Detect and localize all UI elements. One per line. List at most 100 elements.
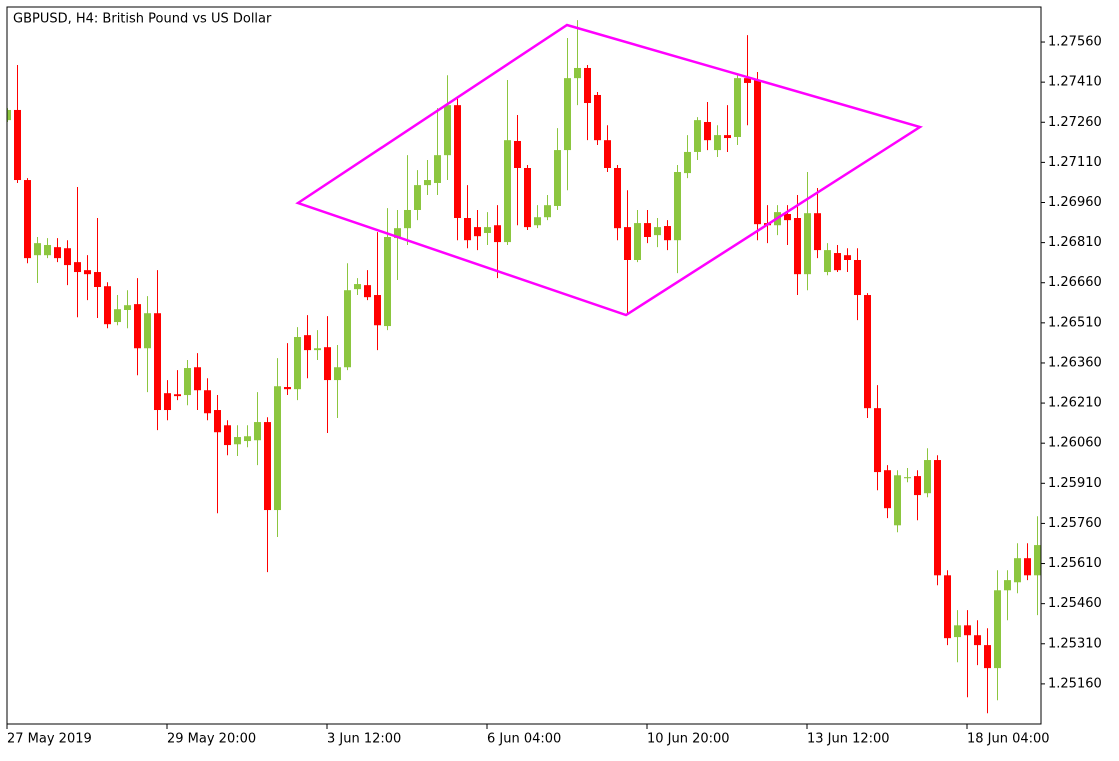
candle-body	[144, 313, 151, 349]
candle-body	[344, 290, 351, 368]
candle-body	[264, 422, 271, 511]
candle-body	[594, 94, 601, 141]
candle-body	[654, 227, 661, 236]
candle-body	[474, 227, 481, 237]
candle-body	[534, 217, 541, 226]
plot-frame	[6, 6, 1042, 725]
y-tick-label: 1.25310	[1048, 636, 1102, 651]
candle-body	[924, 460, 931, 494]
candle-body	[864, 295, 871, 409]
x-tick-label: 18 Jun 04:00	[967, 732, 1050, 747]
candle-body	[484, 227, 491, 233]
candle-body	[364, 285, 371, 298]
x-tick-label: 3 Jun 12:00	[327, 732, 401, 747]
candle-body	[354, 284, 361, 290]
candle-body	[514, 140, 521, 168]
candle-body	[504, 140, 511, 243]
candle-body	[664, 226, 671, 241]
candle-body	[644, 223, 651, 237]
candle-body	[244, 436, 251, 442]
candle-body	[584, 67, 591, 104]
y-tick-label: 1.27110	[1048, 155, 1102, 170]
candle-body	[134, 304, 141, 349]
candle-body	[1024, 558, 1031, 576]
y-tick-label: 1.26510	[1048, 315, 1102, 330]
candle-body	[884, 470, 891, 509]
candle-body	[1004, 580, 1011, 591]
candle-body	[204, 390, 211, 414]
candle-body	[34, 243, 41, 256]
candle-body	[714, 135, 721, 151]
candle-body	[14, 109, 21, 181]
candle-body	[404, 209, 411, 229]
candle-body	[1034, 545, 1041, 576]
y-tick-label: 1.25610	[1048, 556, 1102, 571]
candles	[7, 20, 1041, 714]
y-tick-label: 1.26660	[1048, 275, 1102, 290]
y-tick-label: 1.25160	[1048, 676, 1102, 691]
candle-body	[44, 245, 51, 256]
candle-body	[904, 477, 911, 479]
y-tick-label: 1.25910	[1048, 476, 1102, 491]
candle-body	[54, 247, 61, 259]
candle-body	[814, 213, 821, 251]
candle-body	[304, 335, 311, 351]
x-tick-label: 6 Jun 04:00	[487, 732, 561, 747]
y-tick-label: 1.27560	[1048, 35, 1102, 50]
candle-body	[544, 205, 551, 218]
candle-body	[374, 295, 381, 326]
x-tick-label: 29 May 20:00	[167, 732, 256, 747]
candle-body	[64, 248, 71, 266]
candle-body	[154, 313, 161, 411]
candle-body	[1014, 558, 1021, 583]
candle-body	[284, 387, 291, 390]
candle-body	[604, 140, 611, 168]
candle-body	[684, 151, 691, 174]
diamond-pattern	[295, 23, 923, 317]
candle-body	[784, 213, 791, 221]
candle-body	[384, 236, 391, 327]
candle-body	[414, 185, 421, 210]
candle-body	[224, 425, 231, 446]
candle-body	[104, 286, 111, 325]
y-tick-label: 1.26960	[1048, 195, 1102, 210]
candle-body	[84, 270, 91, 275]
candle-body	[844, 255, 851, 260]
x-tick-label: 13 Jun 12:00	[807, 732, 890, 747]
candle-body	[114, 309, 121, 323]
candle-body	[234, 437, 241, 445]
candle-body	[94, 272, 101, 288]
y-tick-label: 1.26060	[1048, 436, 1102, 451]
candle-body	[214, 410, 221, 433]
y-tick-label: 1.26360	[1048, 355, 1102, 370]
candle-body	[824, 250, 831, 273]
x-tick-label: 10 Jun 20:00	[647, 732, 730, 747]
y-tick-label: 1.25760	[1048, 516, 1102, 531]
candle-body	[614, 167, 621, 229]
y-tick-label: 1.26810	[1048, 235, 1102, 250]
candle-body	[874, 408, 881, 473]
candle-body	[274, 386, 281, 511]
candle-body	[914, 476, 921, 496]
candle-body	[164, 393, 171, 411]
candle-body	[754, 80, 761, 225]
candle-body	[854, 259, 861, 296]
candle-body	[334, 367, 341, 381]
candle-body	[294, 337, 301, 390]
y-tick-label: 1.27410	[1048, 75, 1102, 90]
candle-body	[174, 394, 181, 397]
candle-body	[944, 575, 951, 639]
candle-body	[634, 223, 641, 260]
candle-body	[674, 172, 681, 241]
candle-body	[184, 368, 191, 396]
candle-body	[954, 625, 961, 638]
candle-body	[964, 625, 971, 636]
candle-body	[734, 78, 741, 137]
y-tick-label: 1.27260	[1048, 115, 1102, 130]
x-tick-label: 27 May 2019	[7, 732, 92, 747]
candle-body	[554, 150, 561, 206]
candle-body	[564, 78, 571, 151]
candle-body	[394, 228, 401, 239]
candle-body	[454, 105, 461, 219]
candle-body	[994, 590, 1001, 669]
